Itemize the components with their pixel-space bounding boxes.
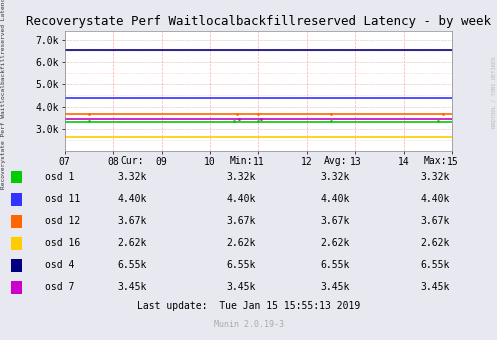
Text: 3.67k: 3.67k <box>420 216 450 226</box>
Text: 3.45k: 3.45k <box>117 283 147 292</box>
Text: Munin 2.0.19-3: Munin 2.0.19-3 <box>214 320 283 329</box>
Text: 3.45k: 3.45k <box>420 283 450 292</box>
Text: Recoverystate Perf Waitlocalbackfillreserved Latency: Recoverystate Perf Waitlocalbackfillrese… <box>1 0 6 189</box>
Text: 6.55k: 6.55k <box>117 260 147 270</box>
Text: osd 11: osd 11 <box>45 194 80 204</box>
Text: 6.55k: 6.55k <box>321 260 350 270</box>
Text: osd 7: osd 7 <box>45 283 74 292</box>
Text: osd 12: osd 12 <box>45 216 80 226</box>
Text: Cur:: Cur: <box>120 156 144 167</box>
Text: 3.32k: 3.32k <box>226 172 256 182</box>
Text: 2.62k: 2.62k <box>420 238 450 248</box>
Text: 6.55k: 6.55k <box>420 260 450 270</box>
Text: 3.32k: 3.32k <box>321 172 350 182</box>
Text: 4.40k: 4.40k <box>321 194 350 204</box>
Text: osd 1: osd 1 <box>45 172 74 182</box>
Text: 3.67k: 3.67k <box>321 216 350 226</box>
Text: 3.67k: 3.67k <box>226 216 256 226</box>
Text: Avg:: Avg: <box>324 156 347 167</box>
Text: RRDTOOL / TOBI OETIKER: RRDTOOL / TOBI OETIKER <box>491 56 496 128</box>
Title: Recoverystate Perf Waitlocalbackfillreserved Latency - by week: Recoverystate Perf Waitlocalbackfillrese… <box>26 15 491 28</box>
Text: 4.40k: 4.40k <box>226 194 256 204</box>
Text: 3.67k: 3.67k <box>117 216 147 226</box>
Text: 6.55k: 6.55k <box>226 260 256 270</box>
Text: 3.32k: 3.32k <box>420 172 450 182</box>
Text: 2.62k: 2.62k <box>321 238 350 248</box>
Text: Min:: Min: <box>229 156 253 167</box>
Text: Last update:  Tue Jan 15 15:55:13 2019: Last update: Tue Jan 15 15:55:13 2019 <box>137 301 360 311</box>
Text: 2.62k: 2.62k <box>226 238 256 248</box>
Text: 4.40k: 4.40k <box>117 194 147 204</box>
Text: 3.32k: 3.32k <box>117 172 147 182</box>
Text: 4.40k: 4.40k <box>420 194 450 204</box>
Text: 2.62k: 2.62k <box>117 238 147 248</box>
Text: osd 4: osd 4 <box>45 260 74 270</box>
Text: 3.45k: 3.45k <box>226 283 256 292</box>
Text: Max:: Max: <box>423 156 447 167</box>
Text: osd 16: osd 16 <box>45 238 80 248</box>
Text: 3.45k: 3.45k <box>321 283 350 292</box>
